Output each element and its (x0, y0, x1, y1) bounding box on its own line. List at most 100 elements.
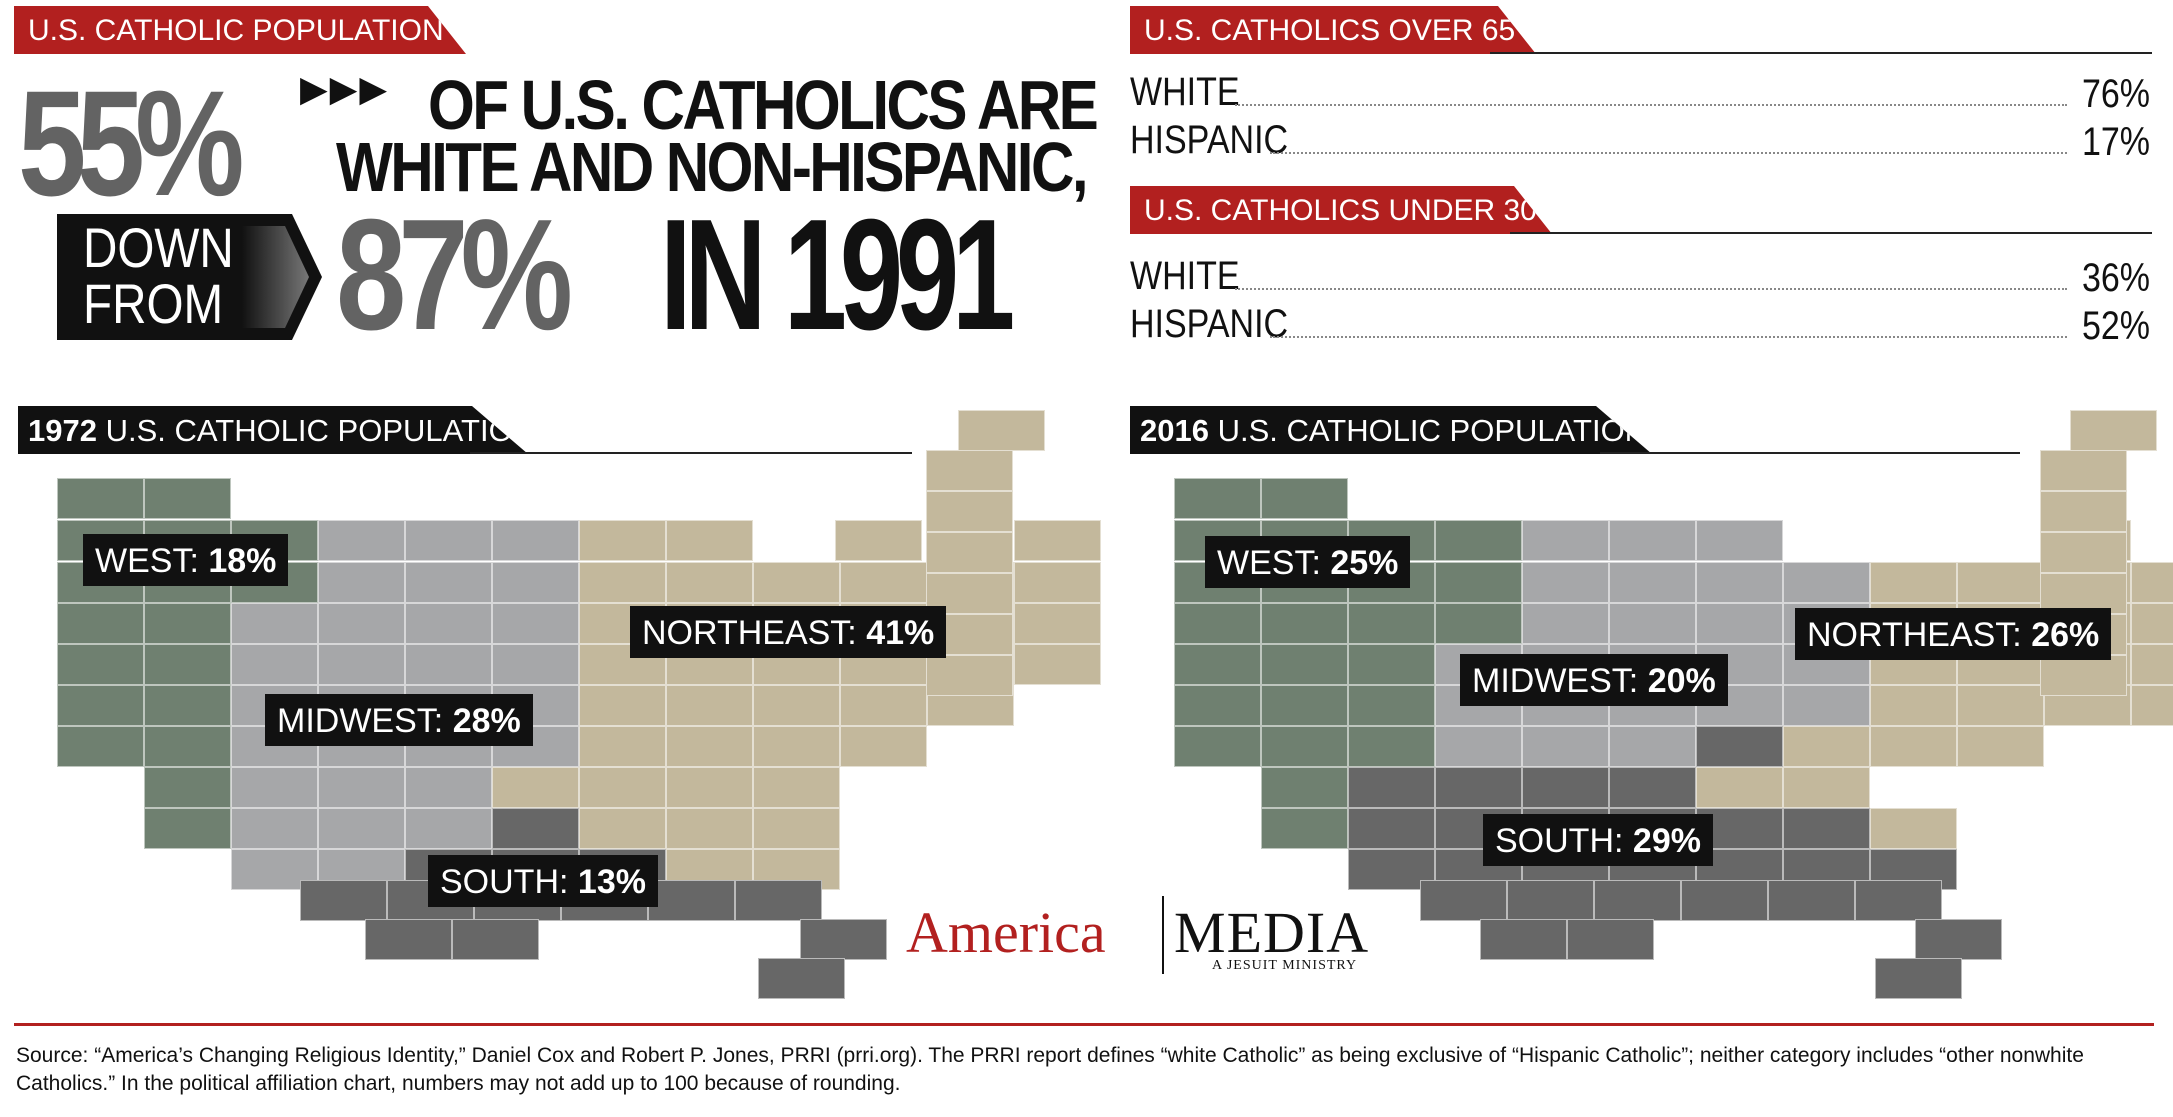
map2016-tile (1696, 767, 1783, 808)
map2016-tile (1783, 767, 1870, 808)
under30-hispanic-label: HISPANIC (1130, 302, 1289, 346)
map2016-tile (2040, 532, 2127, 573)
map1972-tile (800, 919, 887, 960)
arrows-icon: ▶▶▶ (300, 68, 390, 109)
map2016-tile (1435, 562, 1522, 603)
map1972-tile (579, 767, 666, 808)
map2016-northeast-label: NORTHEAST: 26% (1795, 608, 2112, 660)
over65-white-value: 76% (2081, 72, 2150, 116)
map1972-tile (648, 880, 735, 921)
map1972-tile (753, 808, 840, 849)
map2016-tile (1609, 726, 1696, 767)
map2016-tile (1567, 919, 1654, 960)
map2016-tile (1696, 520, 1783, 561)
map1972-tile (231, 603, 318, 644)
logo-media: MEDIA (1174, 900, 1370, 965)
map1972-tile (405, 520, 492, 561)
map2016-tile (1609, 767, 1696, 808)
map1972-tile (365, 919, 452, 960)
map2016-tile (1174, 644, 1261, 685)
map1972-tile (405, 644, 492, 685)
map2016-tile (1435, 767, 1522, 808)
map1972-tile (753, 685, 840, 726)
map2016-tile (1609, 562, 1696, 603)
down-from-badge: DOWN FROM (57, 214, 322, 340)
map1972-tile (926, 532, 1013, 573)
map1972-tile (492, 767, 579, 808)
map1972-tile (1014, 603, 1101, 644)
map2016-tile (1522, 767, 1609, 808)
map2016-tile (1957, 685, 2044, 726)
map2016-tile (1783, 685, 1870, 726)
map2016-tile (1174, 685, 1261, 726)
map1972-tile (231, 644, 318, 685)
map1972-tile (666, 767, 753, 808)
map1972-northeast-label: NORTHEAST: 41% (630, 606, 947, 658)
map1972-tile (57, 478, 144, 519)
map1972-tile (753, 726, 840, 767)
map2016-tile (1609, 520, 1696, 561)
big-pct-55: 55% (18, 59, 245, 227)
map1972-tile (318, 808, 405, 849)
map2016-tile (1261, 644, 1348, 685)
map2016-tile (1261, 478, 1348, 519)
headline-line1: OF U.S. CATHOLICS ARE (428, 66, 1099, 144)
map1972-tile (926, 491, 1013, 532)
map1972-south-label: SOUTH: 13% (428, 855, 658, 907)
map2016-west-label: WEST: 25% (1205, 536, 1411, 588)
map1972-tile (144, 603, 231, 644)
map2016-tile (1348, 603, 1435, 644)
map1972-tile (144, 685, 231, 726)
map2016-tile (1261, 767, 1348, 808)
map1972-tile (926, 655, 1013, 696)
map1972-tile (1014, 644, 1101, 685)
map2016-tile (1435, 726, 1522, 767)
over65-hispanic-label: HISPANIC (1130, 118, 1289, 162)
map1972-tile (835, 520, 922, 561)
map1972-tile (492, 562, 579, 603)
map2016-tile (2040, 573, 2127, 614)
map1972-tile (666, 808, 753, 849)
map1972-tile (666, 562, 753, 603)
map2016-tile (1696, 562, 1783, 603)
map2016-tile (1348, 644, 1435, 685)
map1972-tile (840, 726, 927, 767)
map2016-tile (1870, 685, 1957, 726)
map2016-tile (2131, 562, 2173, 603)
map1972-tile (840, 685, 927, 726)
map1972-tile (958, 410, 1045, 451)
map1972-tile (57, 603, 144, 644)
map1972-tile (1014, 520, 1101, 561)
map1972-tile (753, 767, 840, 808)
map2016-tile (2131, 603, 2173, 644)
map1972-tile (144, 478, 231, 519)
map2016-tile (1420, 880, 1507, 921)
map2016-tile (1915, 919, 2002, 960)
map1972-tile (144, 726, 231, 767)
map2016-tile (1609, 603, 1696, 644)
map1972-tile (1014, 562, 1101, 603)
map2016-tile (1435, 603, 1522, 644)
map1972-tile (492, 520, 579, 561)
in-1991: IN 1991 (660, 187, 1015, 363)
map2016-tile (1435, 520, 1522, 561)
map2016-tile (1870, 562, 1957, 603)
map1972-tile (144, 644, 231, 685)
map2016-tile (2040, 655, 2127, 696)
down-label: DOWN (83, 216, 234, 279)
map2016-tile (1696, 726, 1783, 767)
from-label: FROM (83, 272, 224, 335)
map1972-tile (318, 767, 405, 808)
map2016-tile (1261, 726, 1348, 767)
under30-hispanic-value: 52% (2081, 304, 2150, 348)
map1972-tile (926, 450, 1013, 491)
map2016-tile (1507, 880, 1594, 921)
map1972-tile (666, 685, 753, 726)
map2016-tile (2040, 450, 2127, 491)
map2016-tile (1522, 726, 1609, 767)
map2016-tile (1681, 880, 1768, 921)
map1972-tile (666, 520, 753, 561)
map1972-tile (300, 880, 387, 921)
map1972-tile (318, 644, 405, 685)
map2016-tile (1855, 880, 1942, 921)
